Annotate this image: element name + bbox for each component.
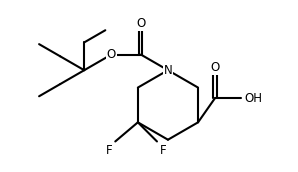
Text: F: F: [159, 144, 166, 157]
Text: F: F: [106, 144, 113, 157]
Text: OH: OH: [244, 92, 262, 105]
Text: O: O: [136, 17, 145, 30]
Text: O: O: [210, 61, 220, 74]
Text: N: N: [164, 64, 172, 77]
Text: O: O: [107, 48, 116, 61]
